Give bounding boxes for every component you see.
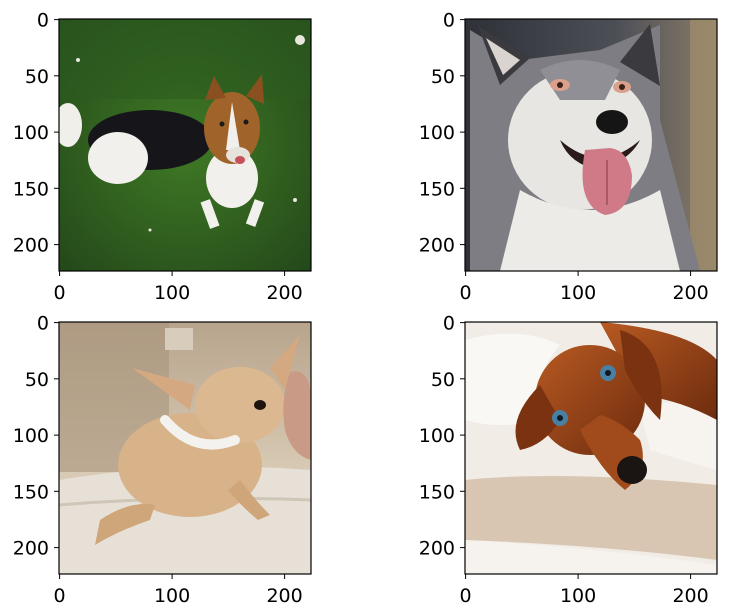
husky-image <box>465 19 717 271</box>
x-tick-label: 0 <box>54 585 66 607</box>
x-tick-label: 0 <box>460 282 472 304</box>
y-tick-label: 50 <box>431 66 455 88</box>
x-tick-label: 200 <box>266 585 302 607</box>
y-tick-label: 0 <box>443 10 455 32</box>
x-tick-label: 100 <box>560 585 596 607</box>
image-panel-husky: 0 50 100 150 200 0 100 200 <box>419 10 718 304</box>
image-panel-dachshund: 0 50 100 150 200 0 100 200 <box>419 313 718 607</box>
y-tick-label: 150 <box>419 481 455 503</box>
y-axis: 0 50 100 150 200 <box>13 313 59 560</box>
x-axis: 0 100 200 <box>460 271 709 304</box>
x-tick-label: 100 <box>560 282 596 304</box>
y-tick-label: 0 <box>37 10 49 32</box>
y-axis: 0 50 100 150 200 <box>13 10 59 257</box>
y-tick-label: 50 <box>25 369 49 391</box>
x-axis: 0 100 200 <box>54 271 303 304</box>
x-tick-label: 0 <box>460 585 472 607</box>
y-tick-label: 200 <box>13 235 49 257</box>
dachshund-image <box>465 322 717 574</box>
x-tick-label: 100 <box>154 282 190 304</box>
y-tick-label: 50 <box>431 369 455 391</box>
y-tick-label: 200 <box>419 538 455 560</box>
y-tick-label: 150 <box>13 178 49 200</box>
collie-image <box>59 19 311 271</box>
image-panel-collie: 0 50 100 150 200 0 100 200 <box>13 10 312 304</box>
y-tick-label: 100 <box>419 122 455 144</box>
y-tick-label: 150 <box>419 178 455 200</box>
x-axis: 0 100 200 <box>54 574 303 607</box>
y-tick-label: 200 <box>419 235 455 257</box>
y-tick-label: 100 <box>419 425 455 447</box>
y-axis: 0 50 100 150 200 <box>419 313 465 560</box>
y-tick-label: 150 <box>13 481 49 503</box>
x-tick-label: 200 <box>266 282 302 304</box>
y-axis: 0 50 100 150 200 <box>419 10 465 257</box>
chihuahua-image <box>59 322 311 574</box>
y-tick-label: 0 <box>443 313 455 335</box>
y-tick-label: 0 <box>37 313 49 335</box>
y-tick-label: 200 <box>13 538 49 560</box>
y-tick-label: 50 <box>25 66 49 88</box>
x-tick-label: 0 <box>54 282 66 304</box>
x-tick-label: 200 <box>672 585 708 607</box>
x-tick-label: 100 <box>154 585 190 607</box>
x-axis: 0 100 200 <box>460 574 709 607</box>
image-panel-chihuahua: 0 50 100 150 200 0 100 200 <box>13 313 312 607</box>
y-tick-label: 100 <box>13 122 49 144</box>
y-tick-label: 100 <box>13 425 49 447</box>
x-tick-label: 200 <box>672 282 708 304</box>
